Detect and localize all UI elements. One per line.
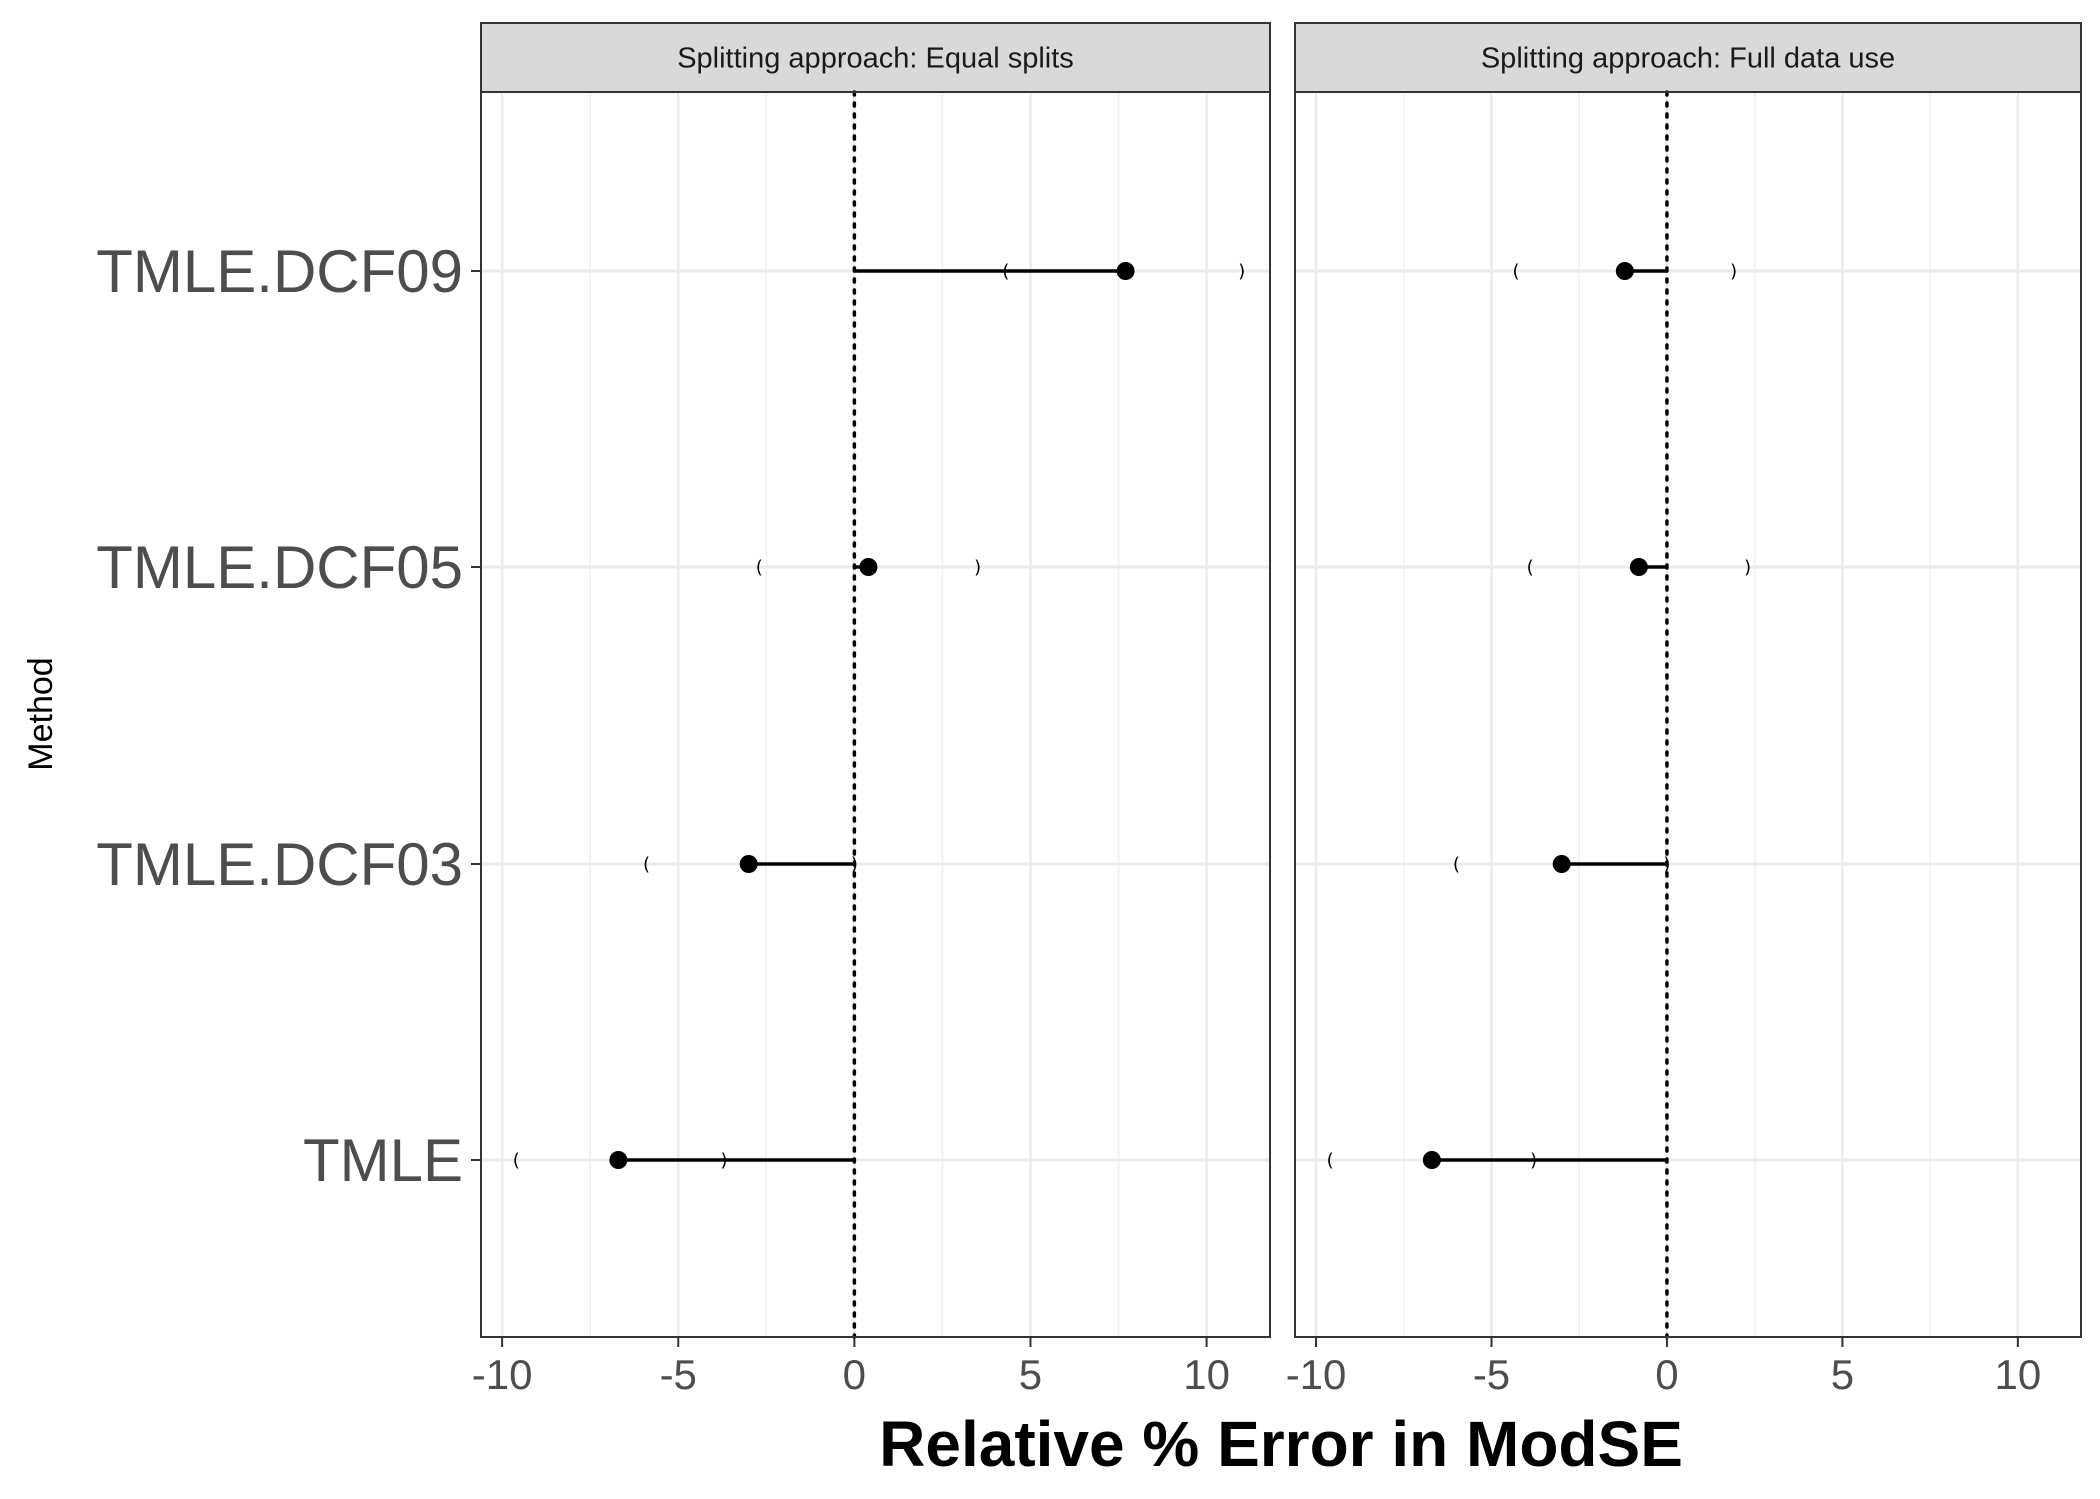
x-tick-label: -10 [472,1351,533,1398]
ci-upper-mark: ) [1744,557,1751,578]
method-label: TMLE.DCF05 [96,534,463,601]
x-tick-label: 5 [1019,1351,1042,1398]
data-point [609,1151,628,1169]
ci-upper-mark: ) [1238,261,1245,282]
method-label: TMLE [303,1127,463,1194]
data-point [1422,1151,1441,1169]
data-point [1615,262,1634,280]
x-tick-label: 10 [1183,1351,1230,1398]
ci-upper-mark: ) [851,854,858,875]
panel-border [1294,91,2082,1338]
method-label: TMLE.DCF09 [96,238,463,305]
x-tick-label: 0 [843,1351,866,1398]
ci-lower-mark: ( [643,854,650,875]
data-point [1552,855,1571,873]
ci-lower-mark: ( [1513,261,1520,282]
method-label: TMLE.DCF03 [96,831,463,898]
x-tick-label: -5 [660,1351,697,1398]
ci-lower-mark: ( [756,557,763,578]
ci-lower-mark: ( [1527,557,1534,578]
y-axis-title: Method [22,657,60,770]
x-tick-label: 0 [1655,1351,1678,1398]
x-tick-label: -10 [1286,1351,1347,1398]
data-point [739,855,758,873]
ci-lower-mark: ( [513,1150,520,1171]
ci-upper-mark: ) [721,1150,728,1171]
ci-lower-mark: ( [1002,261,1009,282]
ci-upper-mark: ) [1663,854,1670,875]
panel-background [481,92,1270,1337]
x-axis-title: Relative % Error in ModSE [879,1408,1683,1480]
panel-strip-label: Splitting approach: Full data use [1481,43,1895,75]
x-tick-label: 10 [1994,1351,2041,1398]
panel-strip-label: Splitting approach: Equal splits [677,43,1074,75]
data-point [1629,558,1648,576]
panel-strip [1294,22,2082,93]
ci-upper-mark: ) [1730,261,1737,282]
ci-upper-mark: ) [974,557,981,578]
panel-border [480,91,1271,1338]
data-point [1116,262,1135,280]
x-tick-label: 5 [1831,1351,1854,1398]
ci-lower-mark: ( [1453,854,1460,875]
x-tick-label: -5 [1473,1351,1510,1398]
data-point [859,558,878,576]
ci-upper-mark: ) [1530,1150,1537,1171]
panel-strip [480,22,1271,93]
panel-background [1295,92,2081,1337]
ci-lower-mark: ( [1327,1150,1334,1171]
